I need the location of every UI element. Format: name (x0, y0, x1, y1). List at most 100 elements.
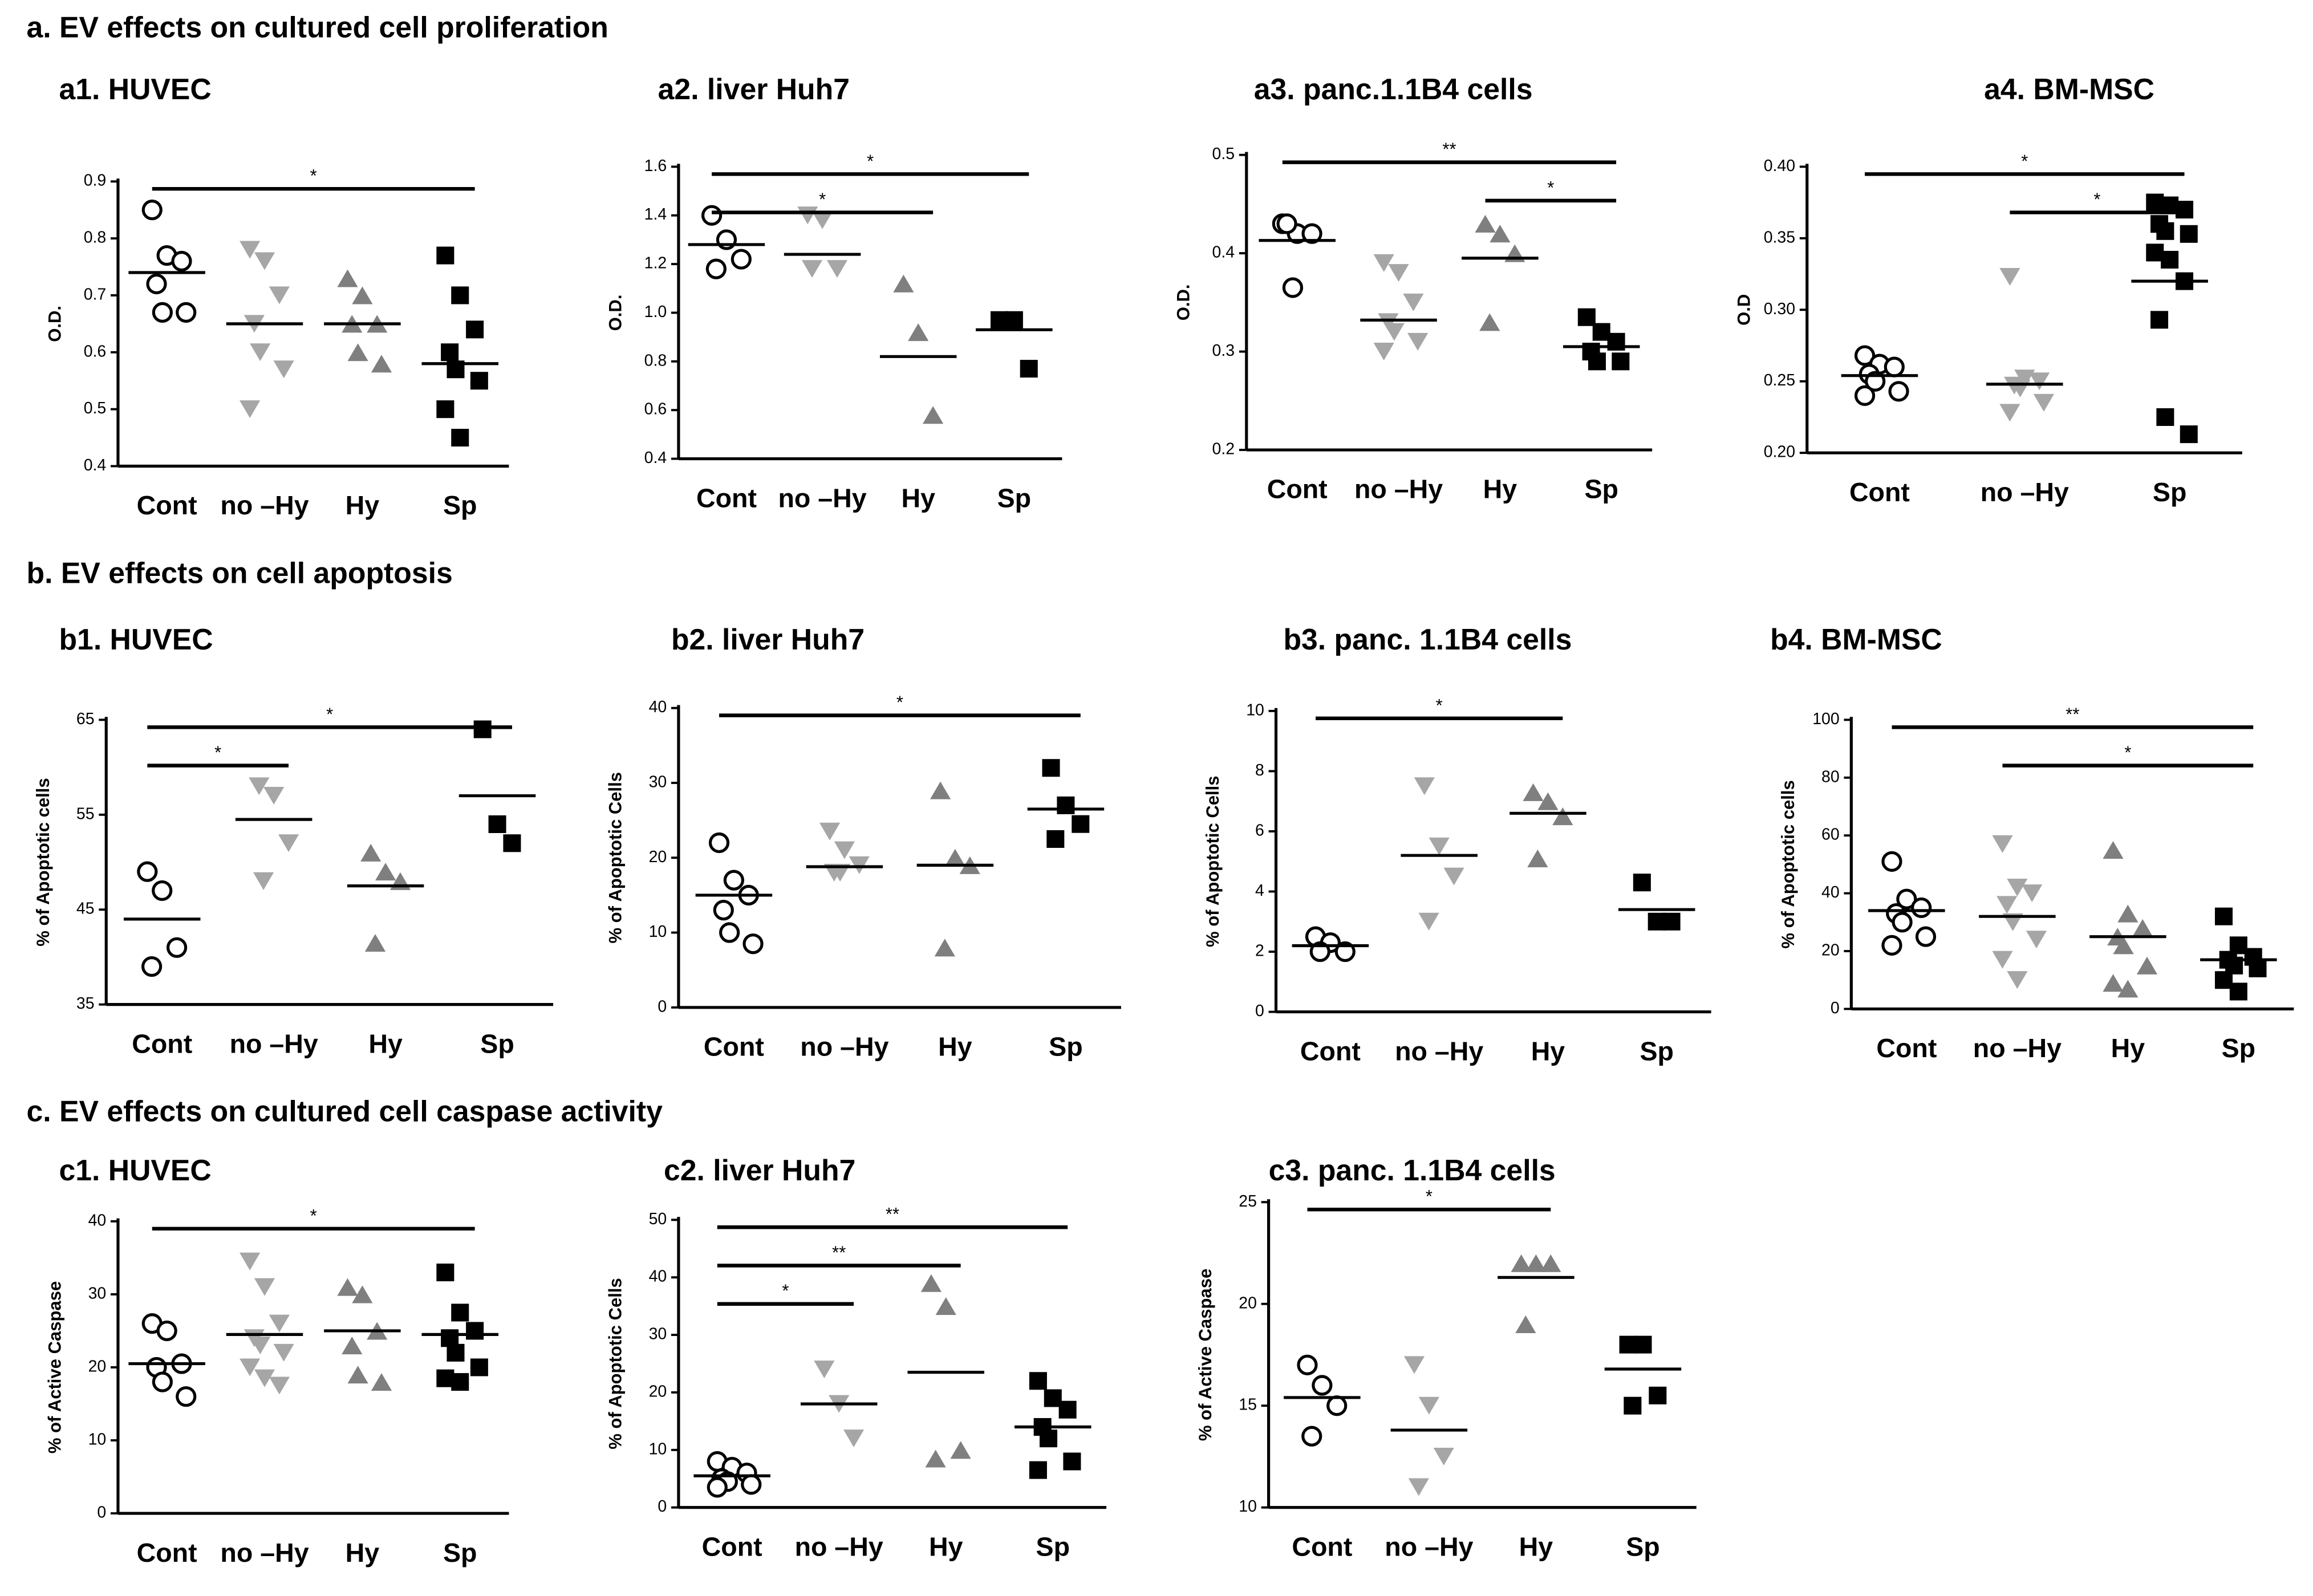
y-tick-label: 65 (76, 710, 95, 728)
data-point (950, 1441, 971, 1459)
data-point (2007, 878, 2028, 896)
data-point (250, 1337, 271, 1355)
data-point (843, 1430, 865, 1448)
chart-title: a3. panc.1.1B4 cells (1254, 72, 1533, 105)
x-tick-label: Cont (696, 483, 757, 513)
y-tick-label: 0.2 (1212, 440, 1235, 458)
y-tick-label: 0.4 (1212, 243, 1235, 262)
data-point (352, 1285, 373, 1303)
significance-label: * (2021, 151, 2028, 171)
section-title: c. EV effects on cultured cell caspase a… (27, 1095, 663, 1128)
data-point (1408, 1478, 1429, 1496)
chart-title: b1. HUVEC (59, 623, 213, 656)
data-point (849, 856, 870, 874)
y-tick-label: 10 (1239, 1497, 1257, 1516)
data-point (2022, 884, 2043, 903)
data-point (451, 1303, 469, 1322)
data-point (1297, 1354, 1318, 1375)
chart-title: b3. panc. 1.1B4 cells (1283, 623, 1572, 656)
data-point (1537, 792, 1559, 810)
data-point (141, 200, 163, 221)
data-point (1854, 385, 1876, 406)
data-point (1892, 912, 1913, 933)
data-point (920, 1274, 942, 1292)
data-point (1588, 352, 1606, 371)
data-point (1326, 1395, 1348, 1416)
data-point (1046, 830, 1065, 848)
data-point (713, 900, 734, 921)
data-point (701, 205, 723, 226)
x-tick-label: Sp (997, 483, 1031, 513)
significance-label: * (310, 166, 317, 186)
x-tick-label: Hy (2111, 1033, 2145, 1063)
data-point (2180, 225, 2198, 243)
data-point (1005, 311, 1023, 329)
data-point (1433, 1447, 1454, 1465)
chart-title: a1. HUVEC (59, 72, 211, 105)
data-point (2180, 425, 2198, 444)
data-point (934, 939, 955, 957)
data-point (1633, 874, 1651, 892)
data-point (741, 1474, 762, 1495)
y-tick-label: 0 (658, 997, 667, 1016)
data-point (240, 1358, 261, 1376)
y-axis-label: % of Active Caspase (44, 1281, 64, 1453)
x-tick-label: Sp (2153, 477, 2186, 507)
y-tick-label: 0.30 (1764, 300, 1795, 318)
y-tick-label: 20 (88, 1357, 107, 1375)
significance-label: * (214, 742, 221, 762)
x-tick-label: no –Hy (1395, 1036, 1483, 1066)
y-tick-label: 40 (649, 1268, 667, 1286)
data-point (923, 406, 944, 424)
y-tick-label: 0.3 (1212, 342, 1235, 360)
data-point (1373, 254, 1394, 272)
section-title: b. EV effects on cell apoptosis (27, 557, 453, 590)
x-tick-label: Sp (1036, 1532, 1070, 1561)
data-point (347, 1366, 368, 1384)
x-tick-label: Cont (1849, 477, 1910, 507)
y-tick-label: 0.7 (84, 285, 107, 303)
y-tick-label: 50 (649, 1210, 667, 1228)
chart-title: b4. BM-MSC (1770, 623, 1942, 656)
data-point (1383, 323, 1405, 341)
data-point (240, 1252, 261, 1270)
x-tick-label: no –Hy (1981, 477, 2069, 507)
data-point (451, 286, 469, 304)
significance-label: * (867, 151, 874, 171)
significance-label: ** (2066, 704, 2079, 724)
data-point (269, 1314, 290, 1333)
data-point (1388, 264, 1409, 282)
data-point (1403, 1356, 1425, 1374)
data-point (447, 1343, 465, 1362)
data-point (1301, 223, 1322, 244)
data-point (1649, 1386, 1667, 1404)
data-point (2033, 393, 2055, 412)
y-axis-label: O.D. (605, 295, 625, 331)
data-point (2014, 369, 2035, 388)
data-point (2007, 971, 2028, 989)
data-point (1992, 951, 2013, 969)
y-tick-label: 0 (1255, 1002, 1264, 1020)
data-point (176, 302, 197, 323)
significance-label: ** (886, 1204, 899, 1224)
significance-label: * (896, 692, 903, 712)
y-tick-label: 60 (1821, 826, 1840, 844)
y-tick-label: 30 (649, 773, 667, 791)
y-tick-label: 0.9 (84, 172, 107, 190)
chart-title: a4. BM-MSC (1984, 72, 2154, 105)
data-point (1029, 1461, 1047, 1479)
data-point (152, 880, 173, 901)
y-axis-label: % of Apoptotic cells (1778, 780, 1798, 948)
section-title: a. EV effects on cultured cell prolifera… (27, 10, 608, 43)
data-point (371, 355, 392, 373)
y-axis-label: % of Active Caspase (1195, 1269, 1215, 1441)
data-point (240, 400, 261, 419)
x-tick-label: no –Hy (1973, 1033, 2062, 1063)
data-point (2029, 372, 2050, 391)
data-point (719, 922, 740, 943)
chart-title: b2. liver Huh7 (671, 623, 865, 656)
data-point (451, 429, 469, 447)
x-tick-label: Sp (1584, 474, 1618, 504)
data-point (254, 1369, 275, 1387)
data-point (1612, 352, 1630, 371)
